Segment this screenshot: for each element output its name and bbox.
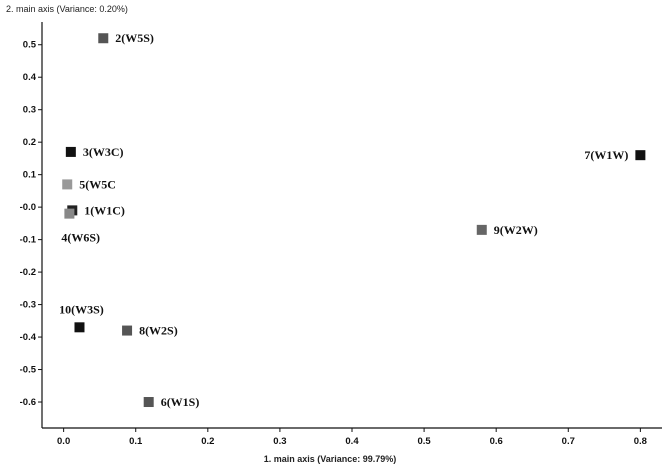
data-point-label: 10(W3S) [59,302,104,316]
data-point-label: 1(W1C) [84,203,125,217]
data-point-label: 3(W3C) [83,145,124,159]
y-tick-label: -0.1 [20,235,37,246]
y-tick-label: 0.2 [23,137,36,148]
data-point-label: 4(W6S) [61,231,100,245]
y-axis-title: 2. main axis (Variance: 0.20%) [6,4,128,14]
data-point-marker [65,146,76,157]
data-point-label: 7(W1W) [584,148,628,162]
y-tick-label: 0.4 [23,72,37,83]
data-point-marker [74,322,85,333]
y-tick-label: 0.5 [23,40,37,51]
y-tick-label: 0.1 [23,170,37,181]
x-axis-title: 1. main axis (Variance: 99.79%) [264,454,397,464]
x-tick-label: 0.8 [634,436,647,447]
x-tick-label: 0.3 [273,436,286,447]
data-point-label: 2(W5S) [115,31,154,45]
y-tick-label: -0.4 [20,332,37,343]
x-tick-label: 0.6 [490,436,503,447]
data-point-marker [64,208,75,219]
data-point-marker [122,325,133,336]
x-tick-label: 0.1 [129,436,143,447]
data-point-label: 5(W5C [79,177,116,191]
x-tick-label: 0.7 [562,436,575,447]
axes: 0.5 0.4 0.3 0.2 0.1 -0.0 -0.1 -0.2 -0.3 -0.4 -0.5 -… [20,22,662,447]
data-point-marker [635,150,646,161]
data-point-label: 9(W2W) [494,223,538,237]
x-tick-label: 0.4 [345,436,359,447]
data-point-marker [143,397,154,408]
data-point-marker [62,179,73,190]
x-tick-label: 0.2 [201,436,214,447]
data-point-marker [476,224,487,235]
y-tick-label: 0.3 [23,105,36,116]
x-tick-label: 0.5 [417,436,431,447]
data-point-label: 8(W2S) [139,324,178,338]
x-tick-label: 0.0 [57,436,70,447]
y-tick-label: -0.6 [20,397,36,408]
y-tick-label: -0.3 [20,300,36,311]
y-tick-label: -0.5 [20,365,37,376]
data-point-label: 6(W1S) [161,395,200,409]
data-point-marker [98,33,109,44]
y-tick-label: -0.2 [20,267,36,278]
data-points: 2(W5S) 3(W3C) 5(W5C 1(W1C) 4(W6S) 7(W1W) 9(W2W… [59,31,646,409]
y-tick-label: -0.0 [20,202,36,213]
